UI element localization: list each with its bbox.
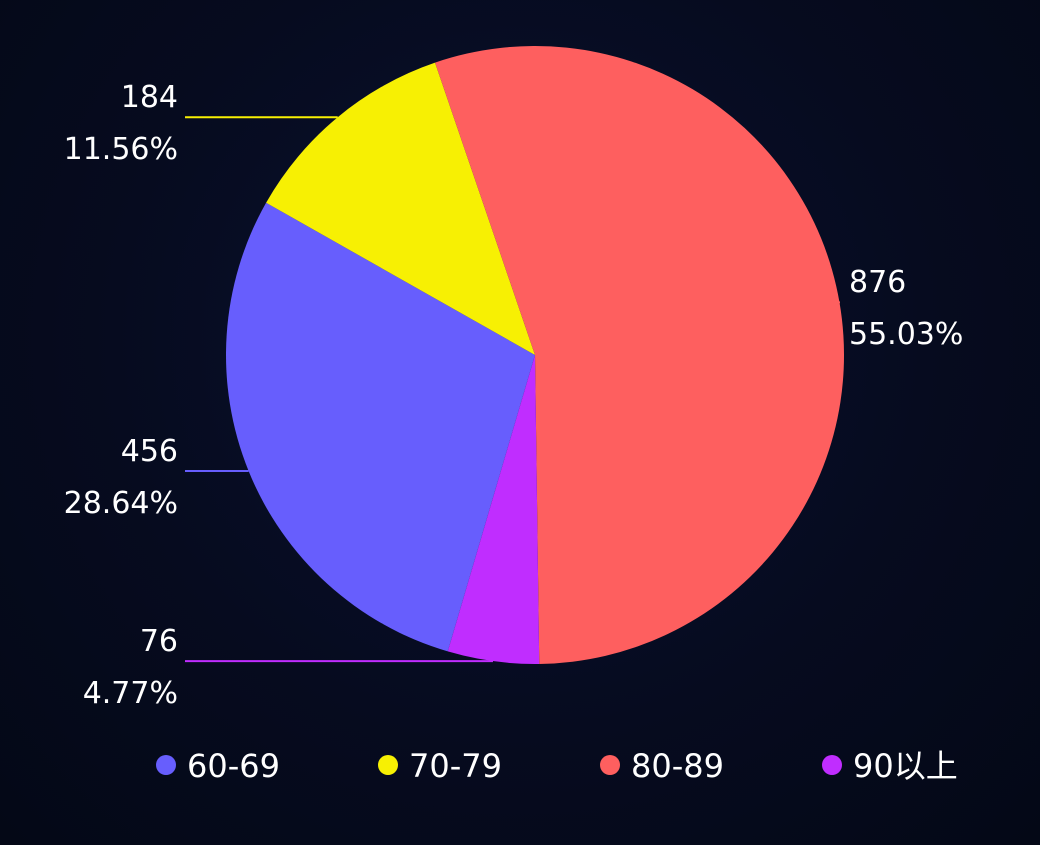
legend-label-80-89-2: 80-89	[631, 747, 724, 785]
legend-item-70-79-1[interactable]: 70-79	[378, 747, 502, 785]
pie-slice-60-69-0[interactable]	[225, 202, 535, 652]
legend-item-60-69-0[interactable]: 60-69	[156, 747, 280, 785]
slice-labels: 456 28.64% 184 11.56% 876 55.03% 76 4.77%	[64, 80, 964, 711]
legend-label-60-69-0: 60-69	[187, 747, 280, 785]
slice-percent-label-90-3: 4.77%	[83, 676, 178, 711]
pie-slice-70-79-1[interactable]	[266, 62, 535, 356]
legend-label-70-79-1: 70-79	[409, 747, 502, 785]
pie-slice-90-3[interactable]	[447, 355, 540, 664]
pie-slice-80-89-2[interactable]	[435, 45, 845, 664]
slice-percent-label-60-69-0: 28.64%	[64, 486, 178, 521]
slice-percent-label-70-79-1: 11.56%	[64, 132, 178, 167]
slice-value-label-80-89-2: 876	[849, 265, 906, 300]
slice-value-label-90-3: 76	[140, 624, 178, 659]
legend-label-90-3: 90以上	[853, 747, 958, 785]
slice-value-label-60-69-0: 456	[121, 434, 178, 469]
legend: 60-69 70-79 80-89 90以上	[156, 747, 958, 785]
legend-item-90-3[interactable]: 90以上	[822, 747, 958, 785]
pie-slices	[225, 45, 845, 664]
legend-marker-90-3	[822, 755, 842, 775]
legend-item-80-89-2[interactable]: 80-89	[600, 747, 724, 785]
legend-marker-80-89-2	[600, 755, 620, 775]
label-lines	[185, 116, 840, 663]
legend-marker-60-69-0	[156, 755, 176, 775]
slice-percent-label-80-89-2: 55.03%	[849, 317, 963, 352]
legend-marker-70-79-1	[378, 755, 398, 775]
slice-value-label-70-79-1: 184	[121, 80, 178, 115]
